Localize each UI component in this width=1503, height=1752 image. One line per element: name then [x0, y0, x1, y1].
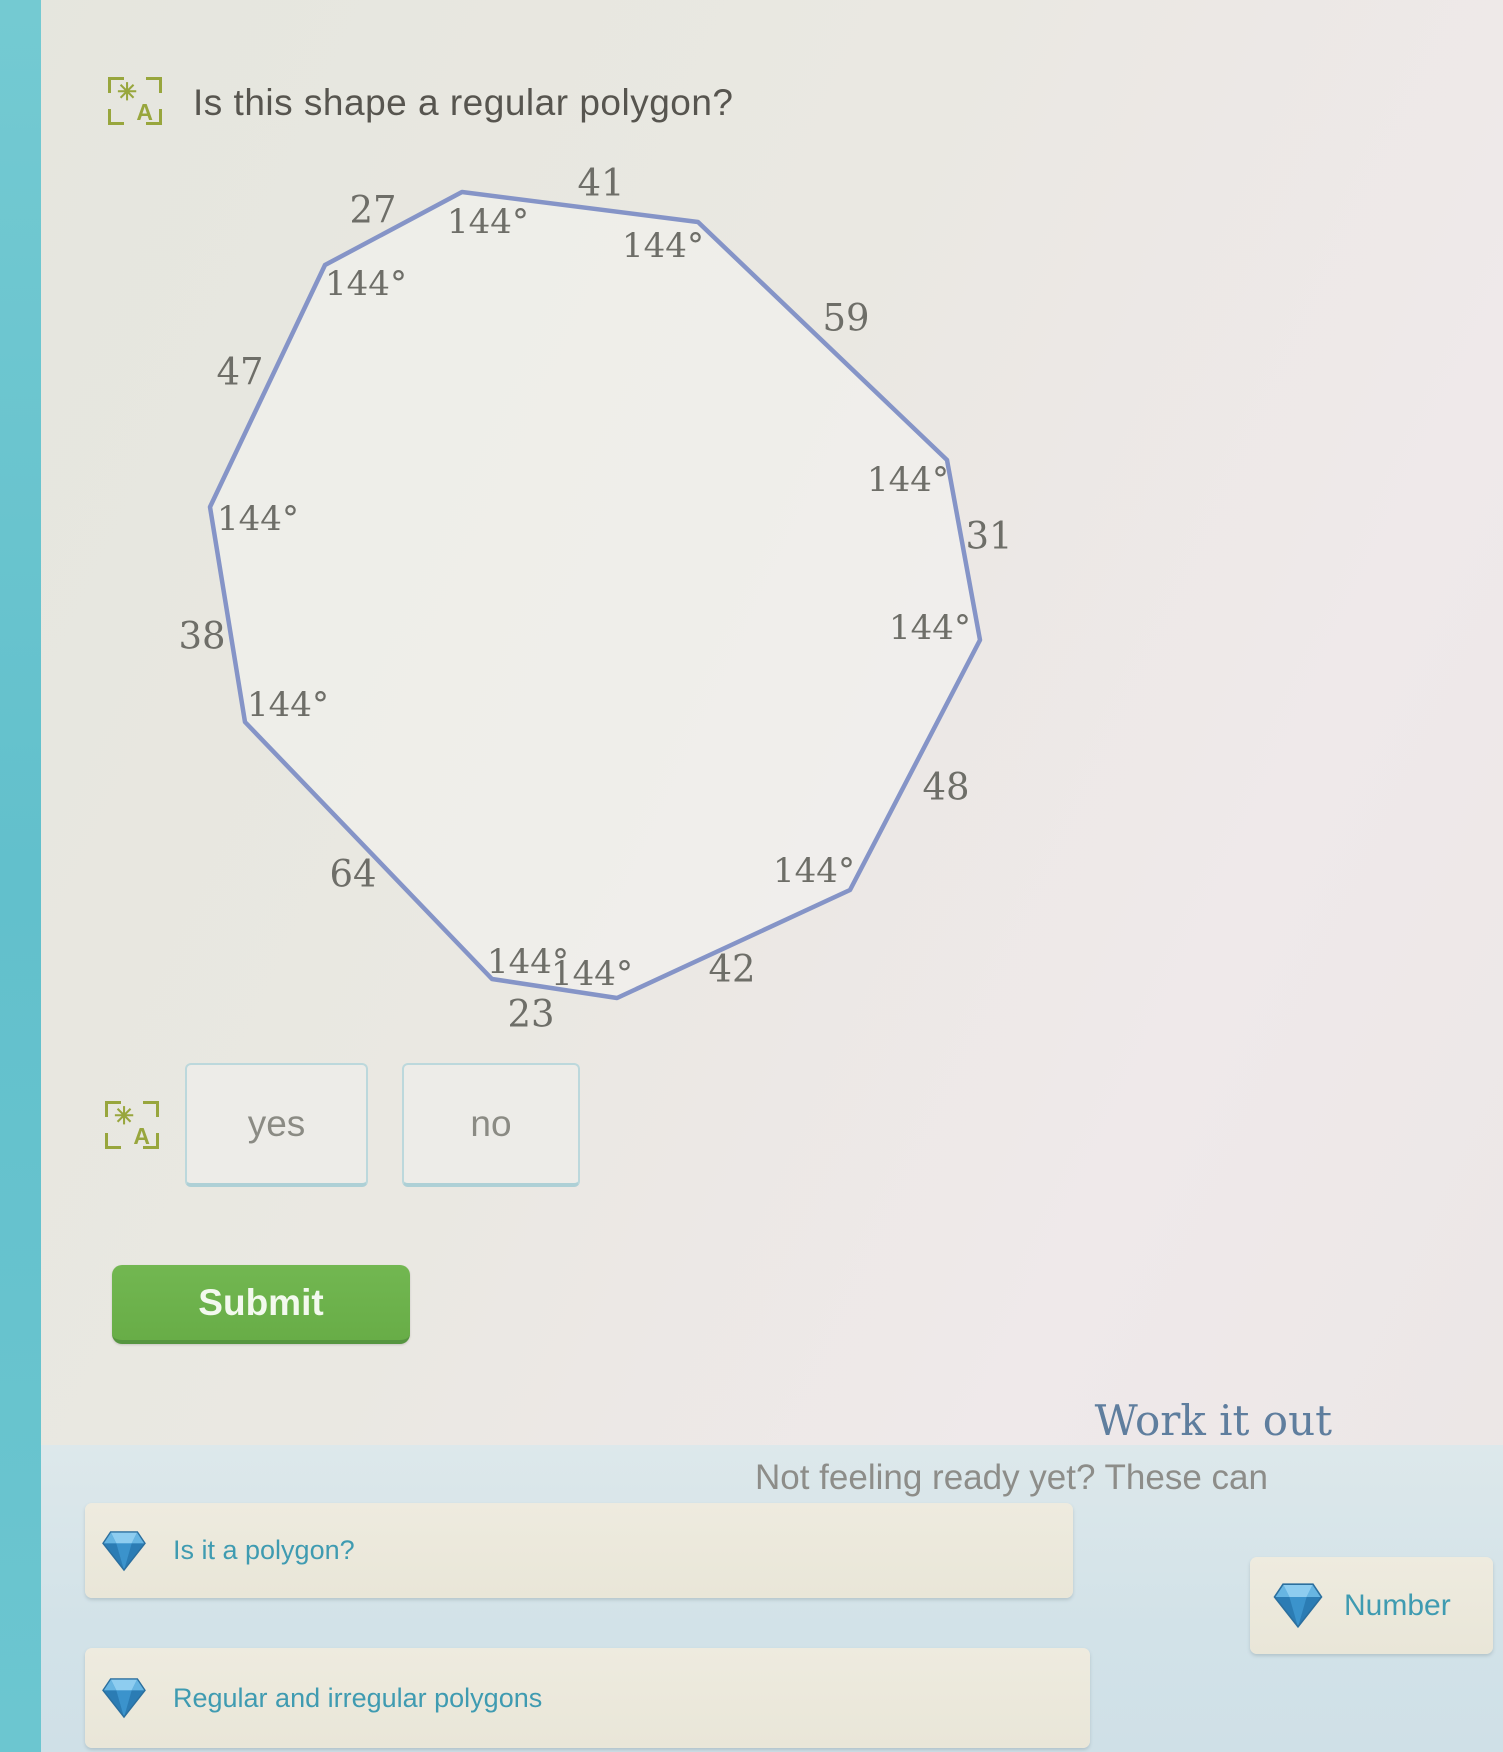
angle-label: 144°: [622, 226, 704, 266]
no-button[interactable]: no: [402, 1063, 580, 1187]
skill-diamond-icon: [102, 1530, 146, 1571]
polygon-figure: 41 59 31 48 42 23 64 38 47 27 144° 144° 144° 144° 144°…: [178, 162, 1012, 1036]
decagon-outline: [207, 189, 983, 1001]
angle-label: 144°: [889, 608, 971, 648]
bracket-corner: [108, 77, 124, 93]
submit-button[interactable]: Submit: [112, 1265, 410, 1344]
bracket-corner: [105, 1101, 121, 1117]
skill-link-regular-irregular-polygons[interactable]: Regular and irregular polygons: [85, 1648, 1090, 1748]
skill-link-label: Number: [1344, 1588, 1451, 1622]
left-edge-strip: [0, 0, 41, 1752]
angle-label: 144°: [773, 851, 855, 891]
yes-button[interactable]: yes: [185, 1063, 368, 1187]
skill-diamond-icon: [102, 1678, 146, 1719]
bracket-corner: [105, 1133, 121, 1149]
angle-label: 144°: [551, 954, 633, 994]
side-length-label: 59: [822, 297, 869, 340]
side-length-label: 27: [349, 189, 396, 232]
skill-link-label: Is it a polygon?: [173, 1535, 355, 1565]
skill-link-is-it-a-polygon[interactable]: Is it a polygon?: [85, 1503, 1073, 1598]
side-length-label: 47: [216, 351, 263, 394]
side-length-label: 38: [178, 615, 225, 658]
skill-diamond-icon: [1273, 1583, 1323, 1629]
work-it-out-subtitle: Not feeling ready yet? These can: [754, 1458, 1268, 1497]
question-text: Is this shape a regular polygon?: [193, 82, 734, 123]
translate-icon[interactable]: ✳ A: [105, 1101, 159, 1149]
side-length-label: 64: [329, 853, 376, 896]
side-length-label: 31: [965, 515, 1012, 558]
translate-glyph: A: [133, 1123, 150, 1149]
angle-label: 144°: [867, 460, 949, 500]
translate-glyph: A: [136, 99, 153, 125]
bracket-corner: [143, 1101, 159, 1117]
angle-label: 144°: [325, 264, 407, 304]
side-length-label: 41: [577, 162, 624, 205]
skill-link-label: Regular and irregular polygons: [173, 1682, 543, 1713]
translate-glyph: ✳: [114, 1103, 135, 1130]
translate-glyph: ✳: [117, 79, 138, 106]
angle-label: 144°: [487, 942, 569, 982]
work-it-out-title: Work it out: [1094, 1396, 1332, 1445]
bracket-corner: [108, 109, 124, 125]
skill-link-number[interactable]: Number: [1250, 1557, 1493, 1654]
angle-label: 144°: [447, 202, 529, 242]
angle-label: 144°: [217, 499, 299, 539]
bracket-corner: [143, 1133, 159, 1149]
bracket-corner: [146, 109, 162, 125]
angle-label: 144°: [247, 685, 329, 725]
side-length-label: 42: [708, 948, 755, 991]
translate-icon[interactable]: ✳ A: [108, 77, 162, 125]
bracket-corner: [146, 77, 162, 93]
side-length-label: 48: [922, 766, 969, 809]
side-length-label: 23: [507, 993, 554, 1036]
